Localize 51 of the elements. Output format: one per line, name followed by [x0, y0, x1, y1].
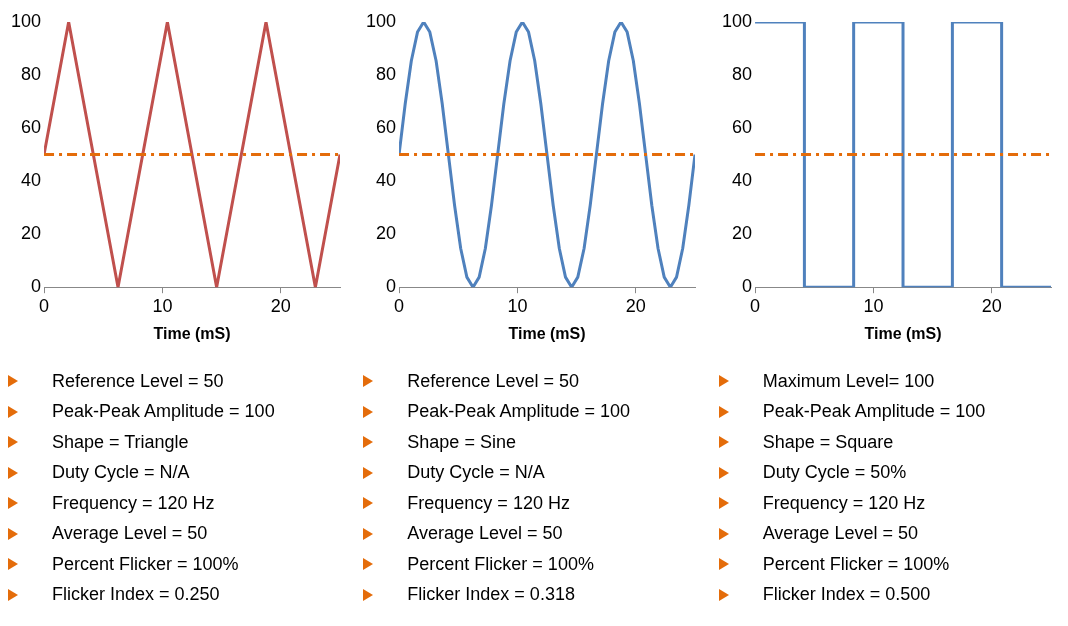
text: Reference Level = 50 — [407, 370, 579, 392]
y-tick-label: 20 — [21, 223, 42, 244]
text: Average Level = 50 — [52, 523, 208, 545]
text: Shape = Sine — [407, 431, 516, 453]
x-tick-label: 20 — [981, 295, 1002, 316]
text: Duty Cycle = N/A — [407, 462, 545, 484]
y-tick-label: 0 — [31, 276, 42, 297]
y-tick-label: 0 — [741, 276, 752, 297]
y-tick-label: 60 — [21, 117, 42, 138]
text: Shape = Square — [762, 431, 894, 453]
y-tick-label: 60 — [376, 117, 397, 138]
text: Frequency = 120 Hz — [762, 492, 926, 514]
text: Peak-Peak Amplitude = 100 — [762, 401, 986, 423]
y-tick-label: 60 — [731, 117, 752, 138]
y-tick-label: 80 — [731, 64, 752, 85]
y-tick-label: 40 — [731, 170, 752, 191]
text: Average Level = 50 — [762, 523, 918, 545]
y-tick-label: 80 — [376, 64, 397, 85]
text: Average Level = 50 — [407, 523, 563, 545]
text: Peak-Peak Amplitude = 100 — [407, 401, 630, 423]
text: Percent Flicker = 100% — [52, 553, 239, 575]
text: Reference Level = 50 — [52, 370, 224, 392]
x-tick-label: 20 — [270, 295, 291, 316]
text: Shape = Triangle — [52, 431, 189, 453]
text: Percent Flicker = 100% — [407, 553, 594, 575]
x-tick-label: 10 — [863, 295, 884, 316]
x-axis-title: Time (mS) — [508, 324, 586, 342]
text: Duty Cycle = 50% — [762, 462, 907, 484]
text: Flicker Index = 0.500 — [762, 584, 931, 606]
y-tick-label: 100 — [10, 10, 42, 31]
text: Maximum Level= 100 — [762, 370, 935, 392]
y-tick-label: 100 — [366, 10, 397, 31]
text: Duty Cycle = N/A — [52, 462, 190, 484]
y-tick-label: 80 — [21, 64, 42, 85]
x-tick-label: 10 — [152, 295, 173, 316]
text: Peak-Peak Amplitude = 100 — [52, 401, 275, 423]
text: Percent Flicker = 100% — [762, 553, 950, 575]
y-tick-label: 20 — [376, 223, 397, 244]
text: Frequency = 120 Hz — [52, 492, 215, 514]
y-tick-label: 40 — [376, 170, 397, 191]
y-tick-label: 20 — [731, 223, 752, 244]
x-tick-label: 10 — [507, 295, 528, 316]
y-tick-label: 0 — [386, 276, 397, 297]
x-axis-title: Time (mS) — [153, 324, 231, 342]
x-tick-label: 20 — [626, 295, 647, 316]
x-axis-title: Time (mS) — [864, 324, 942, 342]
text: Flicker Index = 0.250 — [52, 584, 220, 606]
y-tick-label: 40 — [21, 170, 42, 191]
text: Flicker Index = 0.318 — [407, 584, 575, 606]
y-tick-label: 100 — [721, 10, 752, 31]
text: Frequency = 120 Hz — [407, 492, 570, 514]
